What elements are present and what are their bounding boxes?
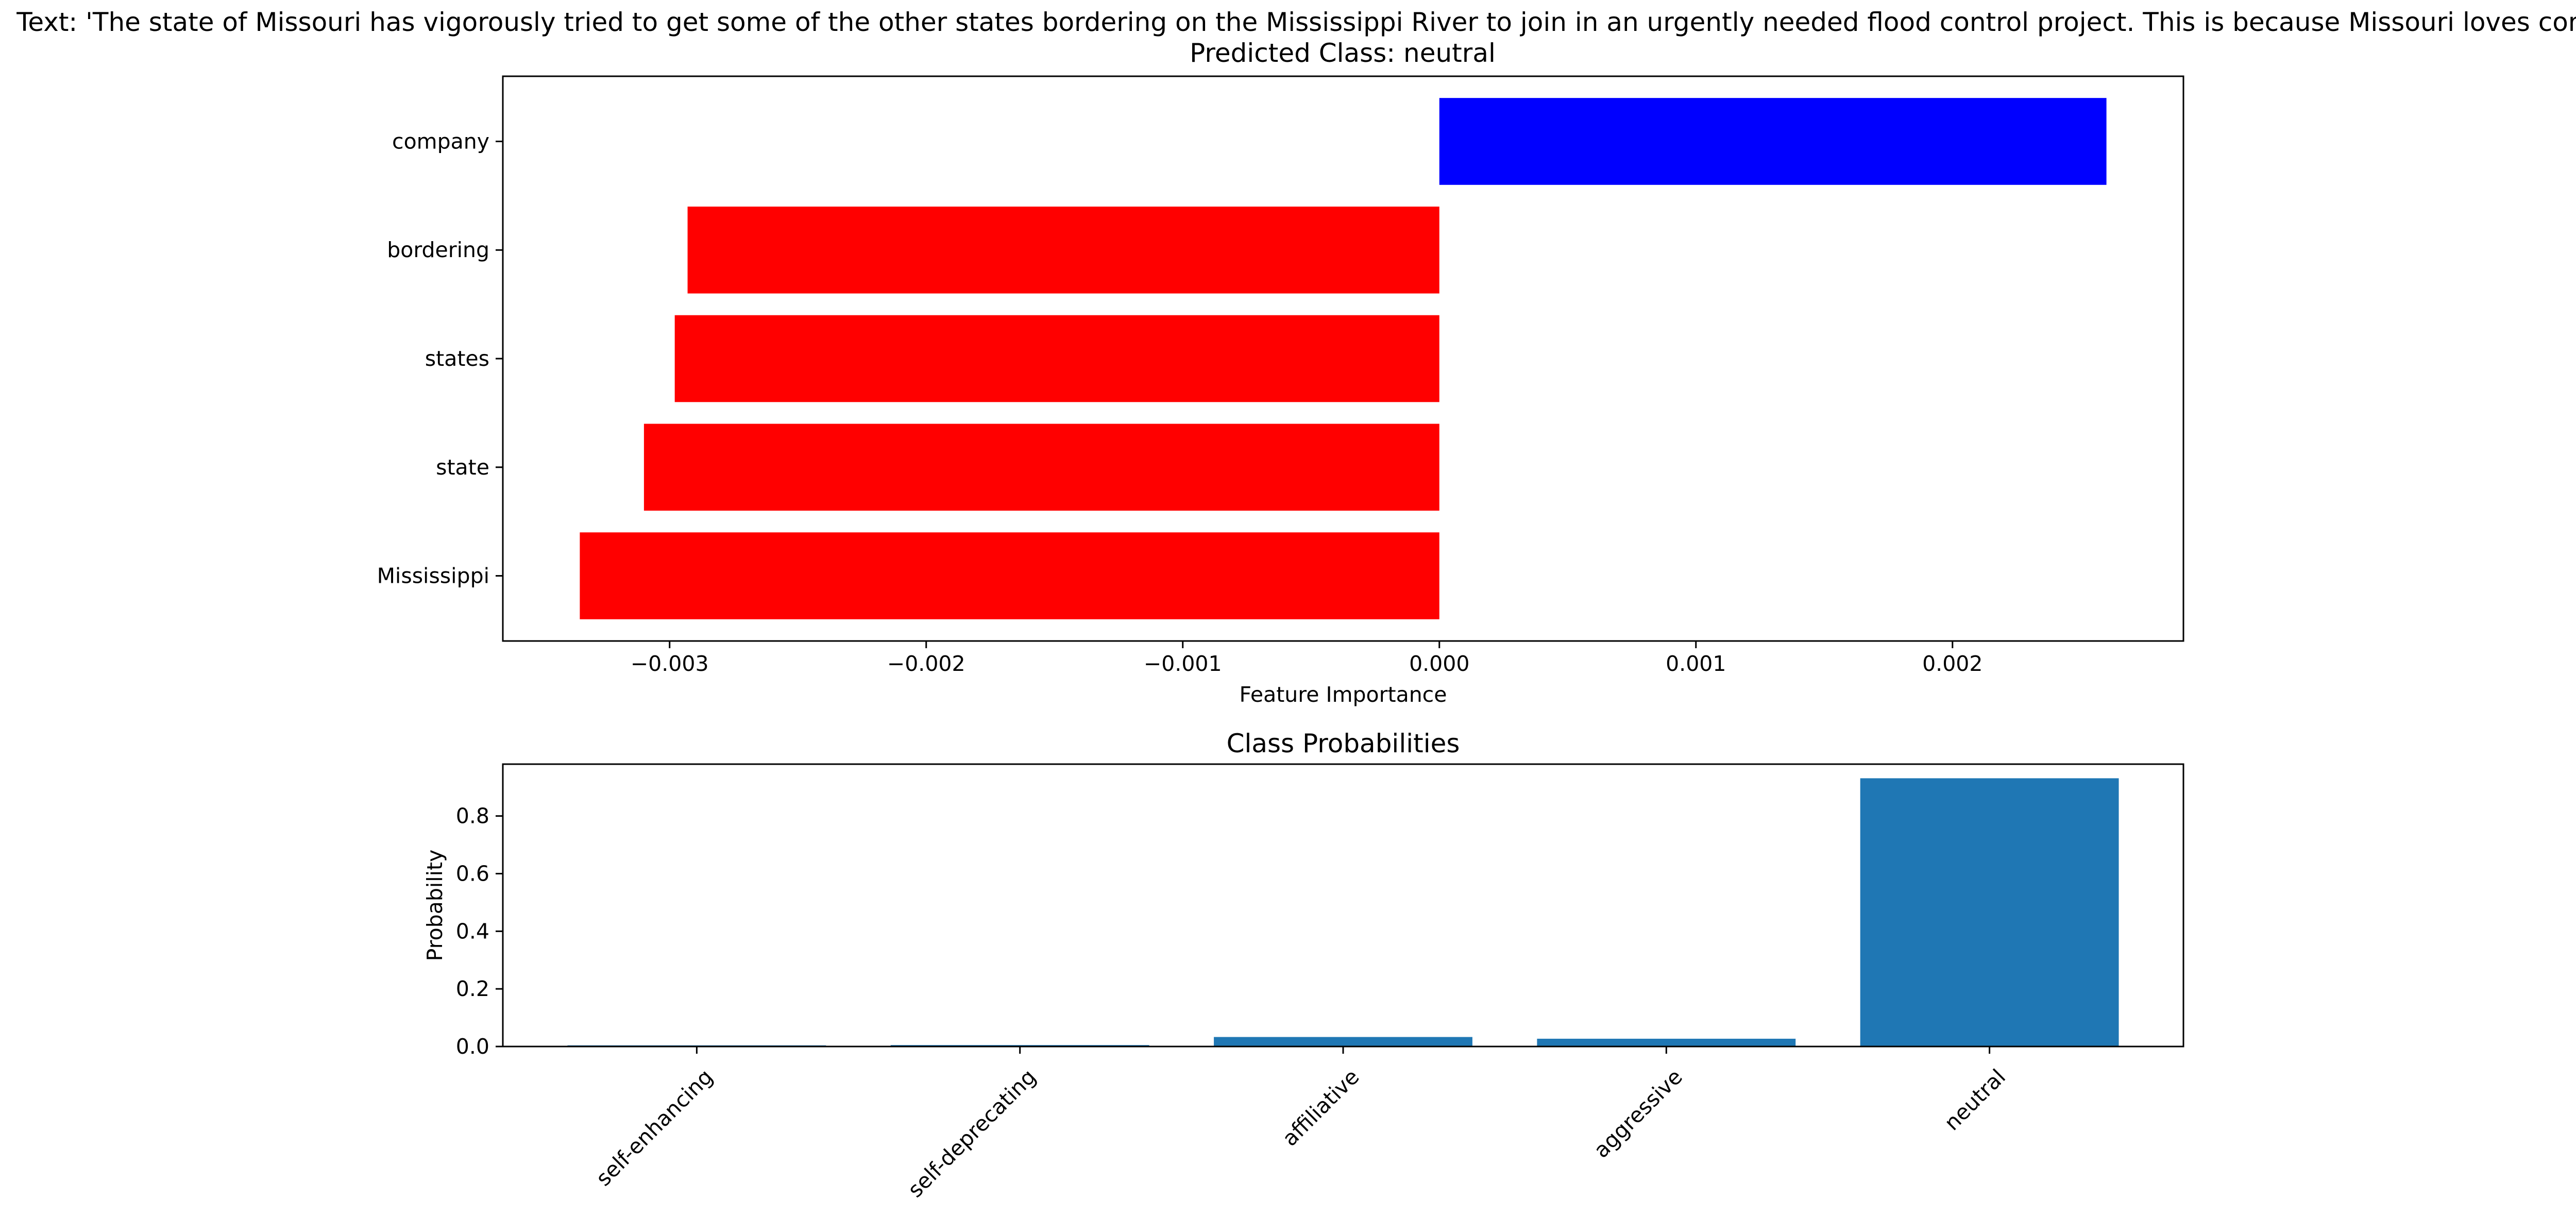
class-probabilities-x-ticks: self-enhancing self-deprecating affiliativ… <box>591 1047 2010 1202</box>
x-tick-label: 0.000 <box>1409 651 1469 676</box>
figure-title-line1: Text: 'The state of Missouri has vigorou… <box>16 7 2576 37</box>
class-probabilities-bars <box>567 778 2119 1047</box>
x-tick-label: self-deprecating <box>903 1065 1041 1203</box>
feature-importance-xlabel: Feature Importance <box>1240 682 1447 707</box>
bar-bordering <box>687 206 1439 294</box>
y-tick-label: 0.6 <box>456 861 489 886</box>
x-tick-label: self-enhancing <box>591 1065 718 1191</box>
x-tick-label: affiliative <box>1278 1065 1364 1151</box>
bar-aggressive <box>1537 1038 1796 1047</box>
x-tick-label: 0.002 <box>1922 651 1982 676</box>
feature-importance-bars <box>580 98 2107 619</box>
x-tick-label: −0.002 <box>887 651 965 676</box>
bar-state <box>643 424 1439 511</box>
y-tick-label: bordering <box>387 238 489 262</box>
y-tick-label: Mississippi <box>377 564 489 588</box>
x-tick-label: 0.001 <box>1666 651 1726 676</box>
class-probabilities-title: Class Probabilities <box>1227 729 1460 758</box>
bar-company <box>1439 98 2107 185</box>
x-tick-label: −0.003 <box>631 651 709 676</box>
y-tick-label: 0.0 <box>456 1034 489 1059</box>
x-tick-label: neutral <box>1940 1065 2011 1136</box>
feature-importance-y-ticks: Mississippi state states bordering company <box>377 129 503 588</box>
y-tick-label: 0.4 <box>456 919 489 943</box>
y-tick-label: company <box>392 129 489 154</box>
y-tick-label: states <box>425 346 489 371</box>
class-probabilities-chart: Class Probabilities 0.0 0.2 0.4 0.6 0.8 self… <box>422 729 2184 1202</box>
class-probabilities-ylabel: Probability <box>422 850 447 961</box>
feature-importance-axes-frame <box>502 75 2184 642</box>
class-probabilities-y-ticks: 0.0 0.2 0.4 0.6 0.8 <box>456 804 503 1059</box>
feature-importance-chart: Mississippi state states bordering company −… <box>377 75 2184 707</box>
bar-neutral <box>1860 778 2119 1047</box>
x-tick-label: −0.001 <box>1144 651 1222 676</box>
class-probabilities-axes-frame <box>502 763 2184 1048</box>
bar-Mississippi <box>580 532 1439 619</box>
y-tick-label: 0.8 <box>456 804 489 829</box>
y-tick-label: 0.2 <box>456 976 489 1001</box>
feature-importance-x-ticks: −0.003 −0.002 −0.001 0.000 0.001 0.002 <box>631 641 1982 676</box>
figure-title-line2: Predicted Class: neutral <box>1190 38 1496 68</box>
x-tick-label: aggressive <box>1589 1065 1687 1163</box>
bar-states <box>674 315 1439 402</box>
y-tick-label: state <box>436 455 489 480</box>
bar-affiliative <box>1214 1037 1472 1047</box>
